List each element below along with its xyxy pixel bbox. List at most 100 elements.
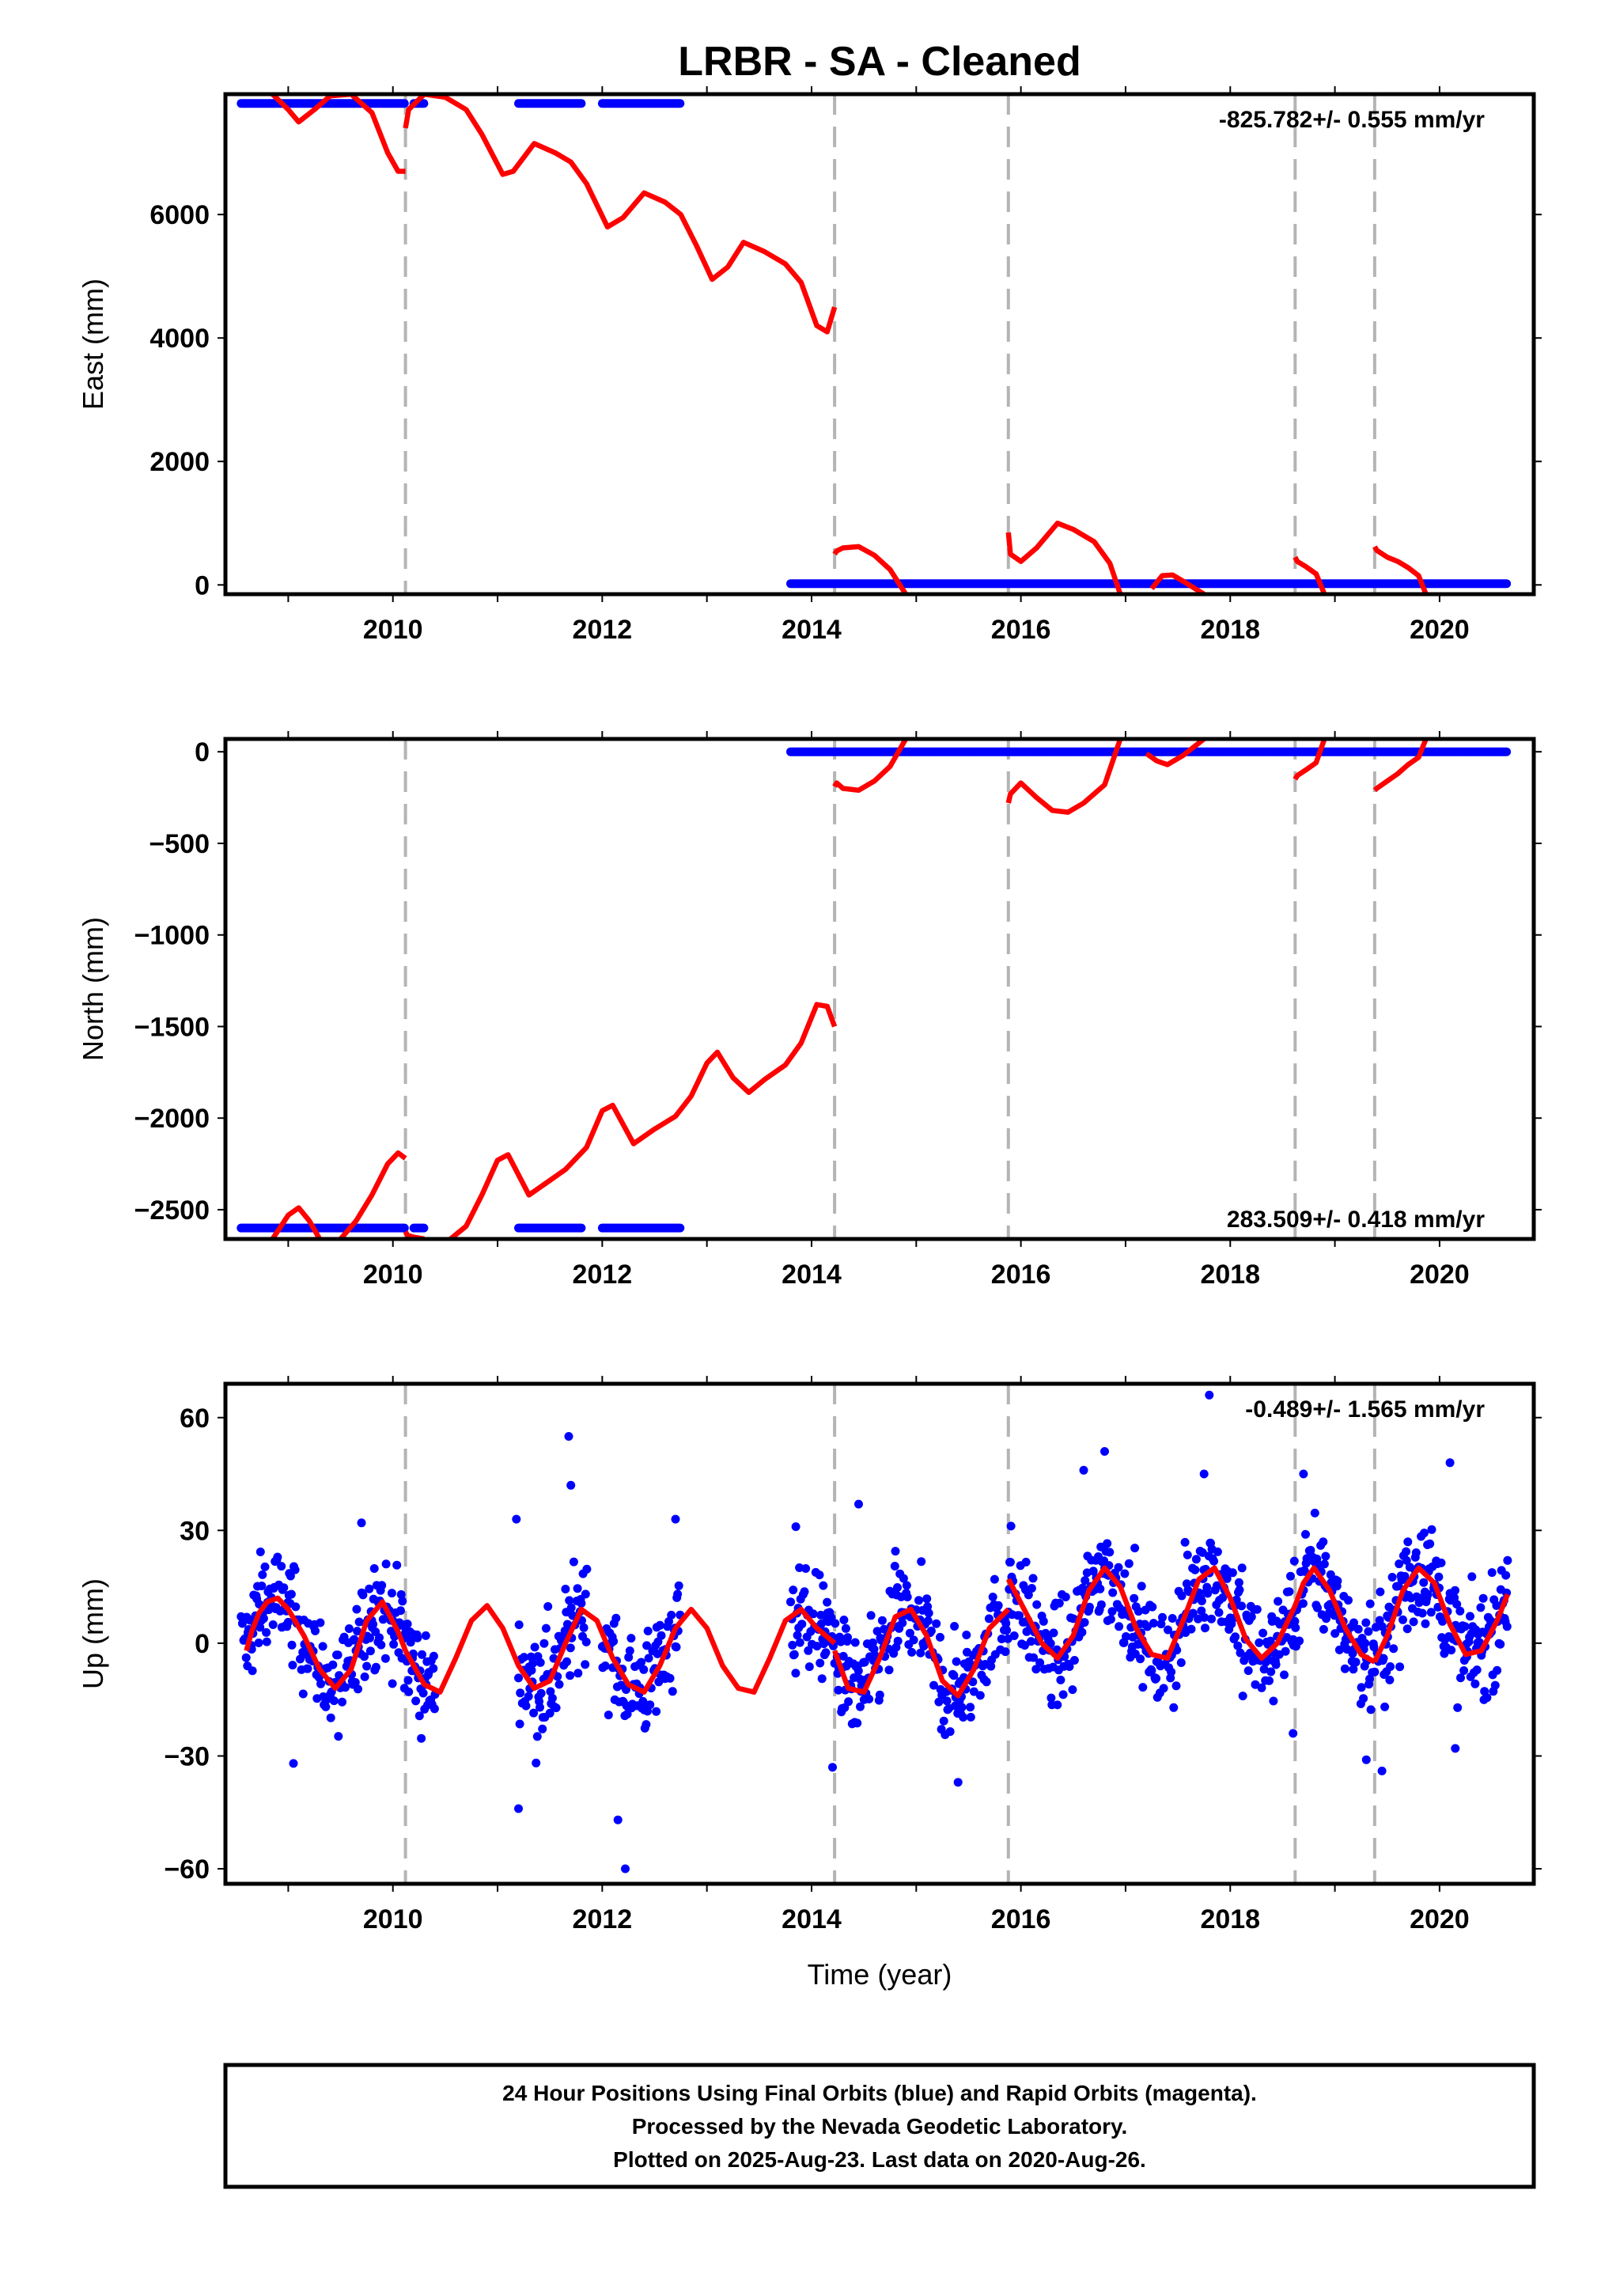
up-obs-point [1203, 1589, 1213, 1598]
up-obs-point [369, 1620, 378, 1629]
up-obs-point [1080, 1618, 1089, 1627]
up-obs-point [1361, 1639, 1370, 1648]
up-obs-point [1238, 1692, 1247, 1701]
up-obs-point [841, 1623, 850, 1633]
east-model-segment-1 [403, 94, 838, 335]
up-obs-point [1334, 1645, 1344, 1654]
up-obs-point [1122, 1632, 1130, 1641]
up-model-segment-1 [403, 1603, 837, 1695]
up-obs-point [600, 1661, 610, 1670]
up-obs-point [515, 1719, 524, 1729]
north-x-tick-label: 2010 [363, 1260, 423, 1290]
up-obs-point [1172, 1646, 1182, 1655]
up-obs-point [611, 1613, 621, 1623]
up-obs-outlier [514, 1804, 523, 1813]
north-y-tick-label: −2500 [134, 1195, 210, 1226]
up-obs-point [789, 1650, 799, 1659]
up-obs-point [1235, 1586, 1244, 1594]
up-obs-point [328, 1660, 338, 1669]
up-obs-point [1419, 1578, 1429, 1587]
up-obs-point [303, 1664, 312, 1673]
up-obs-point [1376, 1587, 1385, 1597]
up-obs-point [562, 1657, 571, 1666]
up-obs-point [365, 1584, 374, 1593]
up-obs-point [546, 1687, 555, 1696]
up-obs-point [643, 1627, 653, 1635]
up-obs-point [381, 1559, 391, 1569]
up-x-tick-label: 2018 [1200, 1904, 1260, 1934]
up-obs-point [1493, 1665, 1502, 1675]
north-observations [237, 747, 1512, 1233]
up-obs-point [1183, 1550, 1192, 1559]
east-y-tick-label: 4000 [150, 324, 210, 354]
up-obs-point [1021, 1557, 1031, 1567]
up-obs-point [877, 1616, 887, 1625]
up-obs-point [387, 1589, 396, 1598]
east-model-segment-6 [1372, 545, 1429, 594]
north-x-tick-label: 2018 [1200, 1260, 1260, 1290]
up-obs-outlier [613, 1815, 623, 1824]
north-obs-point [676, 1223, 685, 1233]
up-obs-point [1357, 1683, 1366, 1692]
up-obs-point [1402, 1547, 1411, 1556]
up-obs-point [404, 1687, 414, 1696]
up-obs-point [1077, 1627, 1087, 1637]
up-obs-point [657, 1631, 666, 1640]
up-obs-point [392, 1560, 402, 1570]
up-obs-point [1415, 1593, 1425, 1603]
up-obs-point [1149, 1619, 1158, 1628]
up-model-segment-4 [1293, 1565, 1376, 1665]
up-obs-point [1286, 1571, 1295, 1581]
up-obs-point [923, 1602, 933, 1612]
up-obs-point [1005, 1558, 1015, 1567]
up-obs-point [642, 1720, 651, 1730]
up-obs-point [917, 1557, 926, 1567]
north-obs-point [399, 1223, 409, 1233]
up-obs-point [834, 1685, 843, 1695]
up-obs-point [870, 1650, 880, 1660]
up-obs-point [344, 1624, 354, 1633]
up-obs-point [429, 1664, 438, 1673]
up-obs-point [1138, 1683, 1148, 1692]
up-obs-point [258, 1570, 267, 1579]
north-model-segment-8 [1372, 739, 1429, 793]
up-obs-point [829, 1641, 838, 1650]
up-obs-point [1486, 1616, 1495, 1625]
up-obs-point [1180, 1537, 1190, 1547]
up-obs-point [429, 1651, 438, 1661]
up-obs-point [545, 1708, 554, 1718]
up-obs-point [644, 1654, 653, 1663]
up-obs-point [1258, 1628, 1268, 1638]
up-obs-point [652, 1707, 661, 1716]
up-obs-point [262, 1627, 271, 1637]
up-obs-point [672, 1642, 681, 1652]
up-obs-point [1472, 1665, 1482, 1675]
up-obs-point [398, 1597, 407, 1606]
up-obs-point [899, 1574, 908, 1583]
up-obs-point [786, 1597, 795, 1607]
up-obs-point [988, 1593, 997, 1601]
up-obs-point [950, 1622, 959, 1631]
up-obs-point [808, 1609, 818, 1619]
up-obs-point [1501, 1570, 1511, 1580]
up-obs-point [1105, 1548, 1115, 1557]
up-obs-point [1124, 1559, 1134, 1568]
up-obs-point [1158, 1612, 1167, 1622]
up-obs-point [1467, 1572, 1477, 1582]
up-observations [237, 1390, 1512, 1874]
up-obs-point [1176, 1658, 1186, 1667]
up-obs-point [277, 1562, 286, 1571]
east-panel: 2010 2012 2014 2016 2018 2020 0 2000 4000 6000 Eas… [77, 86, 1542, 645]
up-obs-point [418, 1688, 428, 1698]
up-obs-point [1344, 1596, 1353, 1605]
up-obs-point [880, 1624, 889, 1634]
up-obs-point [957, 1703, 967, 1712]
up-obs-point [1387, 1573, 1397, 1582]
up-obs-point [1191, 1555, 1201, 1564]
up-obs-point [984, 1614, 994, 1623]
up-obs-point [329, 1696, 339, 1706]
up-obs-point [530, 1642, 539, 1652]
up-y-tick-label: −60 [164, 1855, 210, 1885]
east-x-tick-label: 2014 [782, 615, 842, 645]
up-obs-point [573, 1584, 582, 1593]
